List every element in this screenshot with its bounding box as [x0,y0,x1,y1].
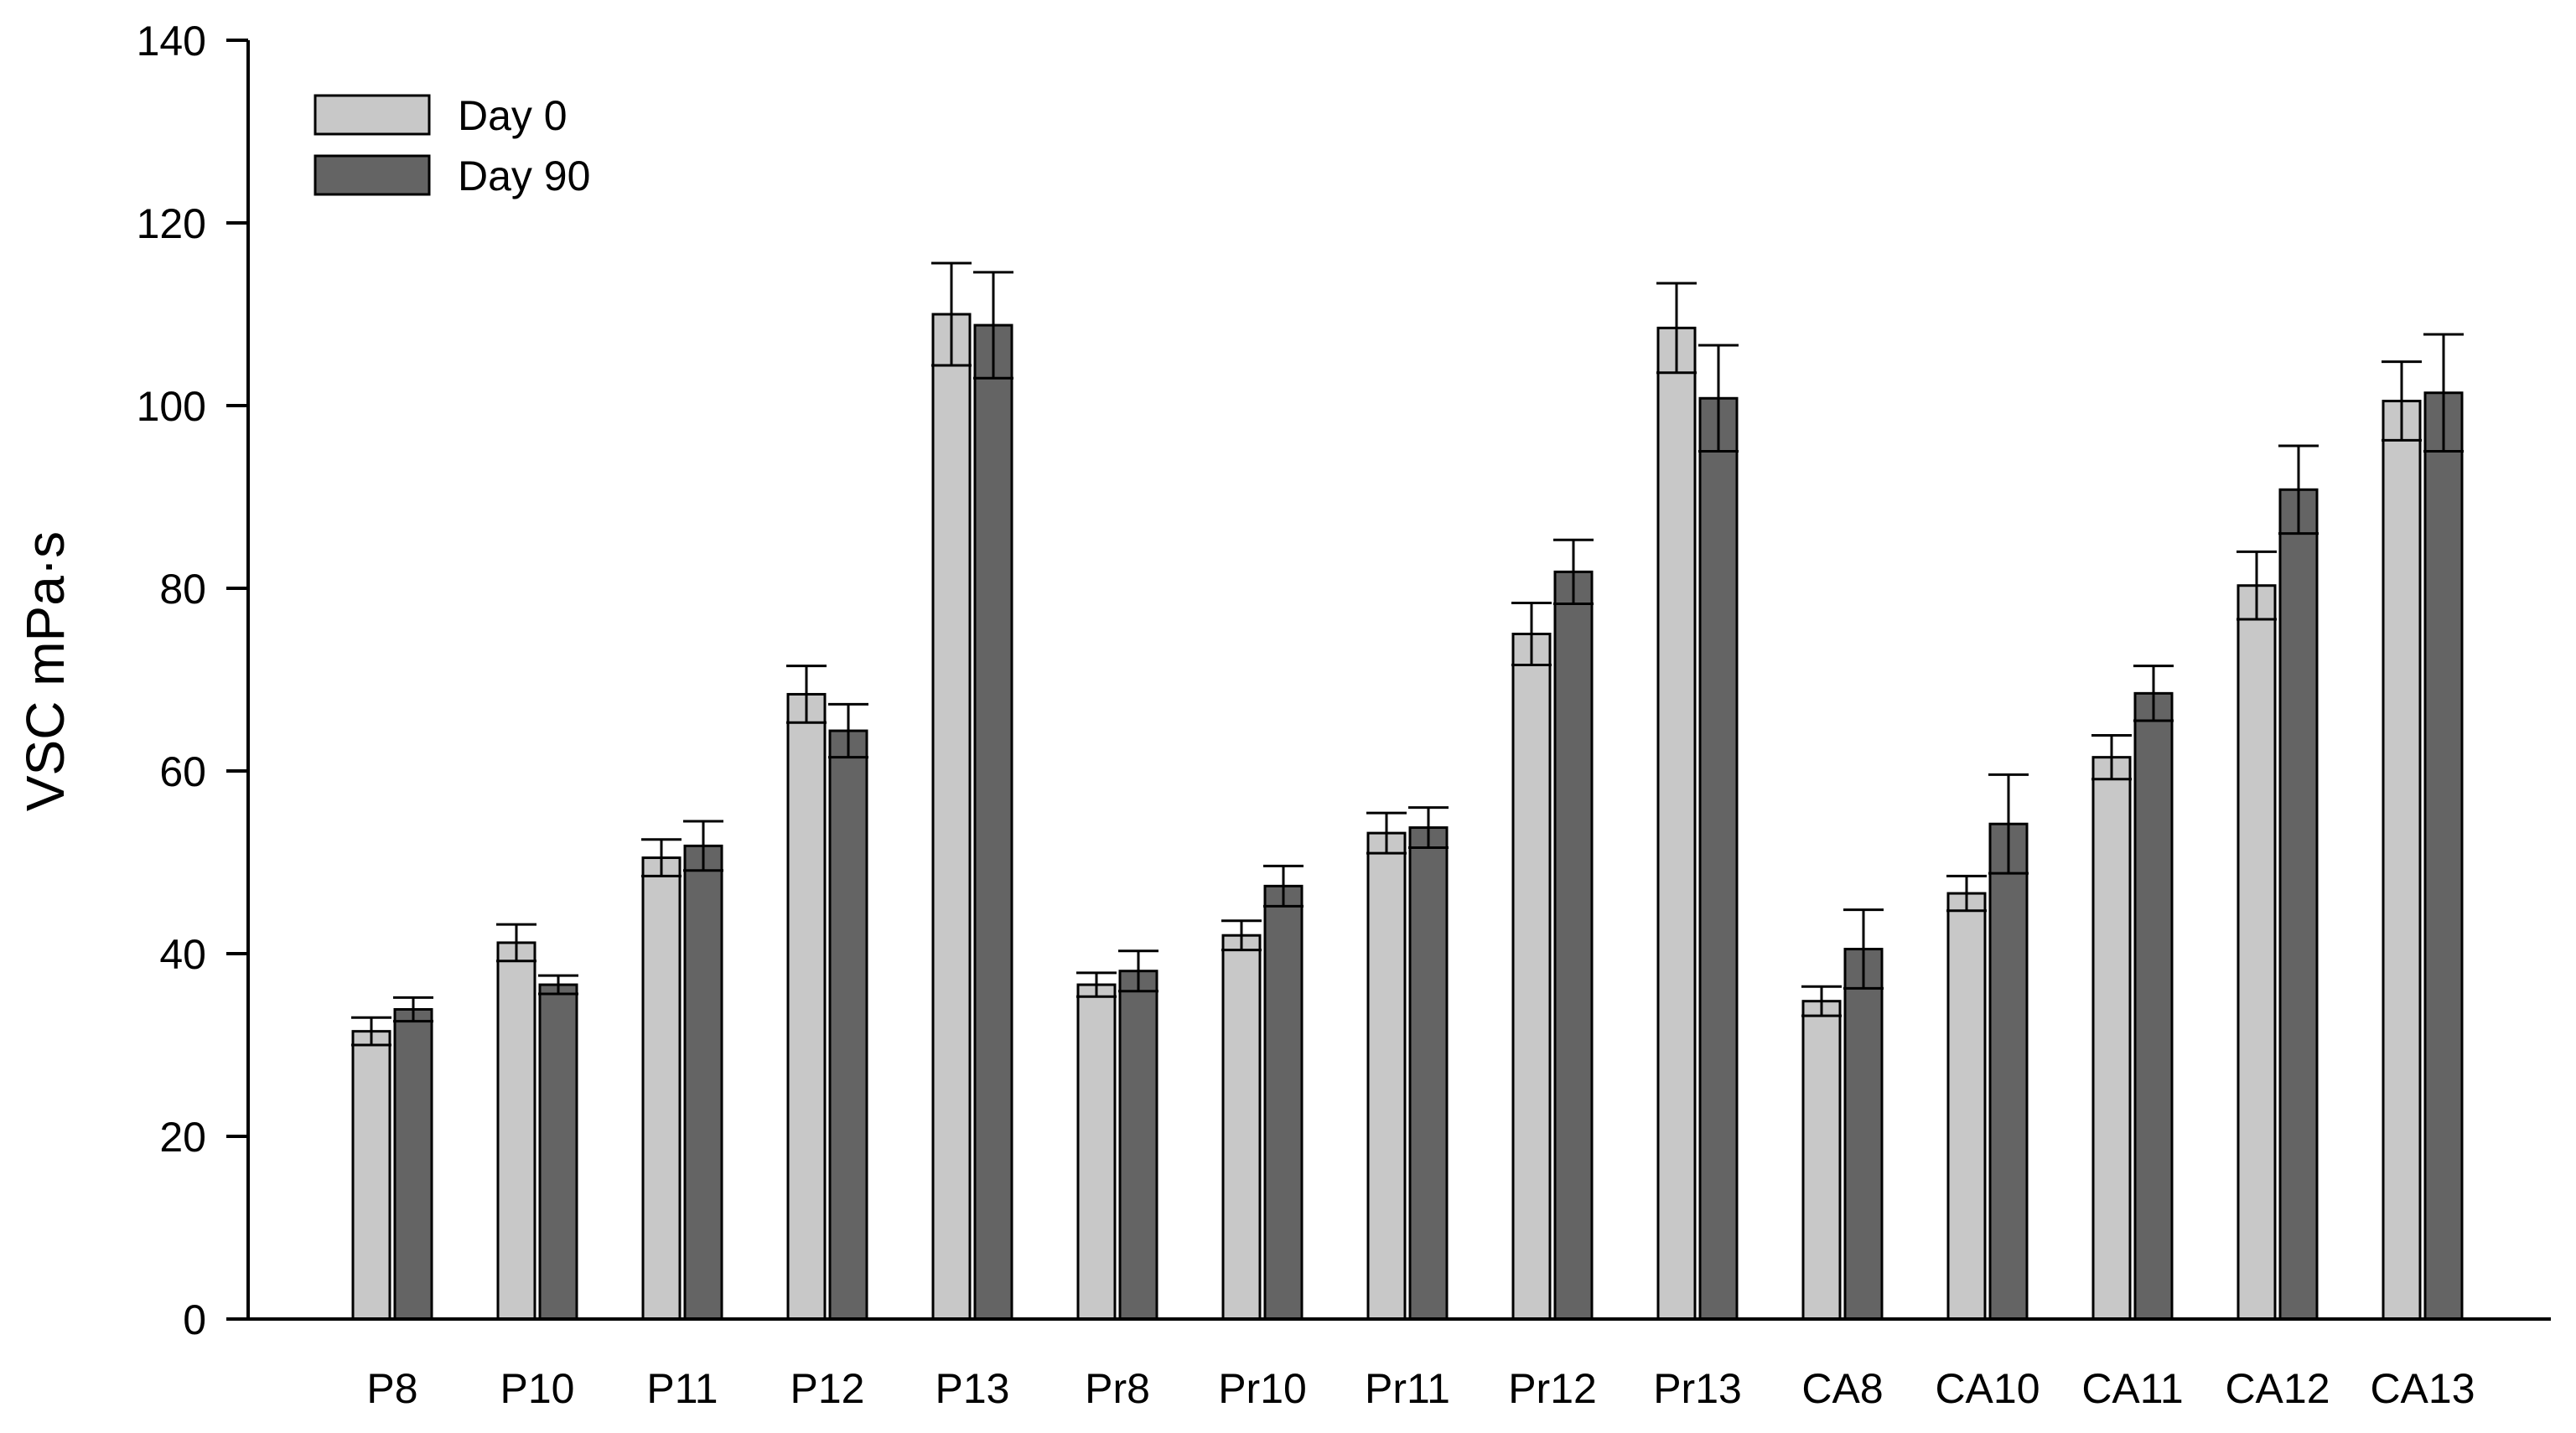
bar-day-90-ca13 [2423,391,2464,1321]
x-category-label: CA13 [2370,1365,2475,1412]
bar-day-90-pr13 [1698,396,1739,1321]
y-tick-label: 60 [159,748,206,795]
y-axis-title: VSC mPa·s [15,531,75,811]
legend-label-day-0: Day 0 [458,92,568,139]
x-category-label: CA10 [1935,1365,2040,1412]
bar-day-0-pr13 [1656,326,1697,1321]
y-tick-label: 0 [183,1296,206,1343]
x-category-label: Pr8 [1085,1365,1150,1412]
legend: Day 0 Day 90 [314,92,590,199]
x-category-label: P13 [936,1365,1010,1412]
bar-day-90-p10 [538,983,578,1321]
x-category-label: Pr13 [1653,1365,1742,1412]
x-category-label: P10 [500,1365,575,1412]
bar-day-0-p13 [931,313,972,1321]
bar-day-0-ca12 [2237,584,2277,1321]
bar-day-90-ca8 [1843,948,1884,1321]
x-category-label: Pr11 [1365,1365,1450,1412]
x-category-label: CA12 [2225,1365,2330,1412]
y-tick-label: 80 [159,566,206,613]
bar-day-0-p12 [786,692,827,1321]
bar-day-0-ca13 [2382,400,2422,1321]
x-category-label: P12 [790,1365,865,1412]
bar-day-0-ca8 [1801,1000,1842,1321]
y-axis-ticks: 0 20 40 60 80 100 120 140 [137,18,248,1343]
bar-day-0-pr12 [1511,633,1552,1321]
bar-day-90-pr11 [1408,826,1449,1321]
bar-day-0-p8 [351,1030,391,1321]
error-bars-layer [351,261,2464,1047]
axes-layer [246,40,2551,1321]
bar-day-90-ca12 [2278,488,2319,1321]
bar-day-0-pr11 [1366,831,1407,1321]
bar-day-0-pr10 [1221,934,1262,1321]
bar-day-90-p8 [393,1007,433,1321]
bar-day-90-pr10 [1263,884,1304,1321]
bar-day-90-p12 [828,729,868,1321]
bar-day-90-pr8 [1118,970,1158,1321]
bar-day-0-pr8 [1076,983,1117,1321]
x-category-label: P11 [646,1365,718,1412]
legend-label-day-90: Day 90 [458,153,590,199]
bar-day-90-p13 [973,323,1013,1321]
x-category-label: Pr10 [1218,1365,1307,1412]
bar-day-90-ca11 [2133,691,2174,1321]
bar-day-0-ca11 [2091,756,2132,1321]
legend-swatch-day-0 [314,94,431,136]
bar-day-90-pr12 [1553,570,1594,1321]
bar-day-0-p11 [641,856,682,1321]
y-tick-label: 120 [137,200,206,247]
legend-swatch-day-90 [314,154,431,196]
x-category-label: Pr12 [1508,1365,1597,1412]
bar-day-0-p10 [496,941,536,1321]
y-tick-label: 140 [137,18,206,65]
x-category-label: CA11 [2081,1365,2183,1412]
y-tick-label: 100 [137,383,206,430]
x-category-label: P8 [366,1365,417,1412]
bars-layer [351,313,2464,1321]
bar-day-90-p11 [683,844,723,1321]
bar-day-0-ca10 [1946,892,1987,1321]
y-tick-label: 20 [159,1114,206,1161]
x-axis-category-labels: P8 P10 P11 P12 P13 Pr8 Pr10 Pr11 Pr12 Pr13 CA8 CA10… [366,1365,2475,1412]
y-tick-label: 40 [159,931,206,978]
bar-day-90-ca10 [1988,822,2029,1321]
x-category-label: CA8 [1801,1365,1883,1412]
